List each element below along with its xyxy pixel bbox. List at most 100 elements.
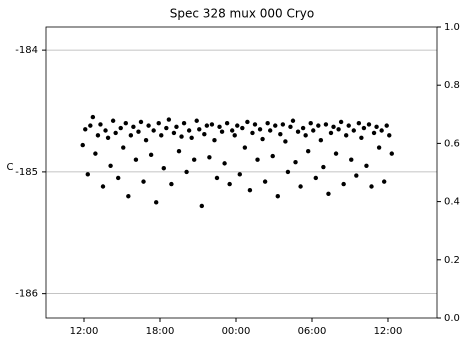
point xyxy=(313,175,318,181)
point xyxy=(131,124,136,130)
point xyxy=(209,122,215,127)
point xyxy=(331,124,336,130)
point xyxy=(128,133,134,138)
point xyxy=(235,123,240,128)
point xyxy=(328,130,334,136)
chart-title: Spec 328 mux 000 Cryo xyxy=(170,7,314,21)
point xyxy=(207,155,212,160)
point xyxy=(161,166,166,171)
point xyxy=(227,181,232,187)
point xyxy=(110,118,116,123)
point xyxy=(278,131,283,137)
point xyxy=(151,128,156,133)
point xyxy=(364,163,369,169)
point xyxy=(384,123,389,128)
point xyxy=(288,124,293,130)
point xyxy=(176,148,182,154)
point xyxy=(311,128,316,133)
point xyxy=(389,151,394,156)
point xyxy=(191,157,197,162)
point xyxy=(361,125,367,131)
point xyxy=(232,133,237,138)
point xyxy=(351,128,356,133)
point xyxy=(285,169,291,175)
point xyxy=(323,122,329,127)
point xyxy=(316,123,321,128)
x-tick-label: 18:00 xyxy=(146,326,175,337)
point xyxy=(336,127,341,132)
y2-tick-label: 0.2 xyxy=(444,255,460,266)
point xyxy=(212,138,217,143)
y-axis-label: C xyxy=(7,162,14,173)
x-tick-label: 12:00 xyxy=(70,326,99,337)
point xyxy=(108,163,113,169)
point xyxy=(283,139,288,144)
point xyxy=(159,133,164,138)
point xyxy=(262,179,268,184)
point xyxy=(199,203,204,209)
plot-frame xyxy=(45,26,438,319)
point xyxy=(85,172,90,177)
point xyxy=(174,124,179,130)
y2-tick-label: 0.8 xyxy=(444,80,460,91)
point xyxy=(366,122,372,127)
point xyxy=(295,129,301,134)
point xyxy=(265,120,270,126)
point xyxy=(217,124,222,130)
point xyxy=(356,120,362,126)
y2-tick-label: 0.4 xyxy=(444,197,460,208)
point xyxy=(376,145,382,150)
point xyxy=(240,125,245,131)
point xyxy=(260,136,265,142)
point xyxy=(333,151,339,156)
point xyxy=(338,119,344,125)
point xyxy=(83,127,88,132)
point xyxy=(153,200,159,205)
point xyxy=(202,131,207,137)
point xyxy=(118,125,123,131)
x-tick-label: 12:00 xyxy=(374,326,403,337)
point xyxy=(126,194,131,199)
point xyxy=(245,119,250,125)
point xyxy=(189,135,194,140)
point xyxy=(171,130,177,136)
point xyxy=(186,128,192,133)
point xyxy=(214,175,220,181)
point xyxy=(349,157,354,162)
point xyxy=(298,184,303,189)
point xyxy=(194,118,199,123)
point xyxy=(321,164,326,170)
point xyxy=(341,181,346,187)
point xyxy=(374,124,379,130)
point xyxy=(237,172,242,177)
point xyxy=(224,120,230,126)
point xyxy=(164,125,169,131)
point xyxy=(121,145,126,150)
x-tick-label: 00:00 xyxy=(222,326,251,337)
point xyxy=(148,152,154,158)
point xyxy=(270,153,275,159)
point xyxy=(90,114,96,120)
point xyxy=(98,122,103,127)
point xyxy=(379,128,384,133)
point xyxy=(133,157,139,162)
point xyxy=(146,123,151,128)
point xyxy=(275,194,280,199)
point xyxy=(252,122,258,127)
point xyxy=(95,133,101,138)
point xyxy=(318,138,324,143)
point xyxy=(80,142,85,148)
point xyxy=(293,159,298,165)
point xyxy=(303,133,308,138)
point xyxy=(93,151,98,156)
point xyxy=(242,145,248,150)
point xyxy=(354,173,359,178)
point xyxy=(222,161,227,166)
point xyxy=(290,118,296,123)
point xyxy=(308,120,313,126)
point xyxy=(359,135,364,140)
point xyxy=(103,128,108,133)
point xyxy=(105,135,111,140)
